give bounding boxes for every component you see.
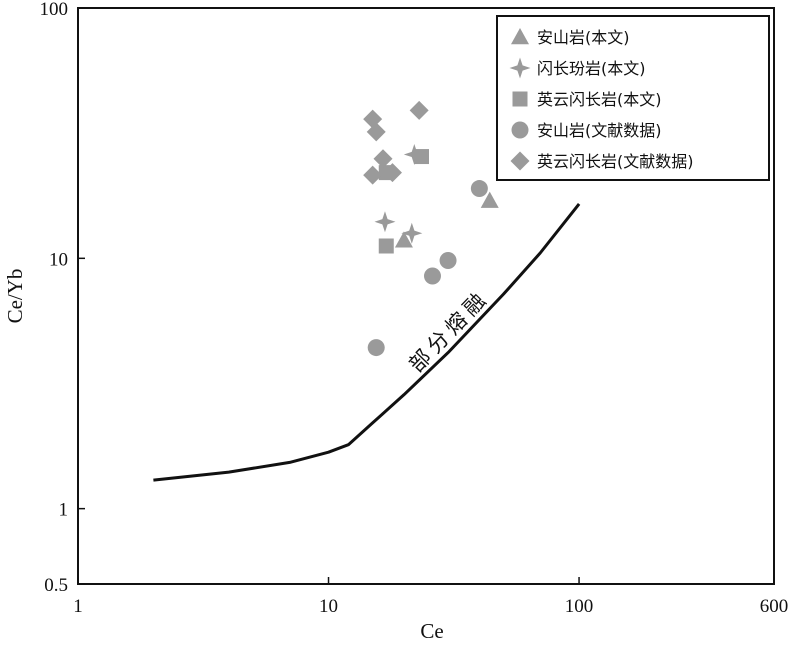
legend: 安山岩(本文) 闪长玢岩(本文) 英云闪长岩(本文) 安山岩(文献数据) 英云闪长岩(文…	[496, 15, 770, 181]
point-diamond	[382, 163, 402, 183]
x-axis-title: Ce	[420, 619, 443, 643]
legend-label: 安山岩(文献数据)	[537, 121, 662, 140]
x-tick-label: 10	[319, 596, 338, 617]
partial-melting-curve	[153, 202, 581, 482]
y-tick-label: 1	[59, 500, 69, 521]
point-diamond	[409, 100, 429, 120]
legend-label: 安山岩(本文)	[537, 28, 630, 47]
point-star	[374, 211, 396, 233]
curves: 部分熔融	[153, 202, 581, 482]
y-axis-title: Ce/Yb	[3, 269, 27, 324]
x-tick-label: 600	[760, 596, 789, 617]
legend-label: 英云闪长岩(文献数据)	[537, 152, 694, 171]
point-diamond	[363, 165, 383, 185]
point-diamond	[373, 149, 393, 169]
data-points	[363, 100, 499, 357]
legend-square-icon	[512, 91, 528, 107]
legend-circle-icon	[511, 121, 529, 139]
y-tick-label: 100	[40, 0, 69, 20]
point-star	[401, 222, 423, 244]
point-circle	[470, 180, 488, 198]
point-triangle	[394, 231, 413, 248]
plot-frame	[77, 7, 775, 585]
x-tick-label: 1	[73, 596, 83, 617]
point-triangle	[480, 191, 499, 208]
point-circle	[367, 339, 385, 357]
legend-label: 闪长玢岩(本文)	[537, 59, 646, 78]
point-square	[378, 238, 394, 254]
point-square	[413, 149, 429, 165]
y-tick-label: 10	[49, 249, 68, 270]
legend-triangle-icon	[511, 28, 529, 45]
legend-box	[496, 15, 770, 181]
legend-star-icon	[509, 57, 531, 79]
point-diamond	[366, 122, 386, 142]
point-circle	[423, 267, 441, 285]
x-tick-label: 100	[565, 596, 594, 617]
legend-label: 英云闪长岩(本文)	[537, 90, 662, 109]
curve-label: 部分熔融	[404, 285, 493, 377]
y-axis-ticks: 0.5 1 10 100	[40, 0, 85, 596]
y-tick-label: 0.5	[44, 575, 68, 596]
x-axis-ticks: 1 10 100 600	[73, 577, 788, 617]
point-circle	[439, 252, 457, 270]
legend-diamond-icon	[510, 151, 530, 171]
